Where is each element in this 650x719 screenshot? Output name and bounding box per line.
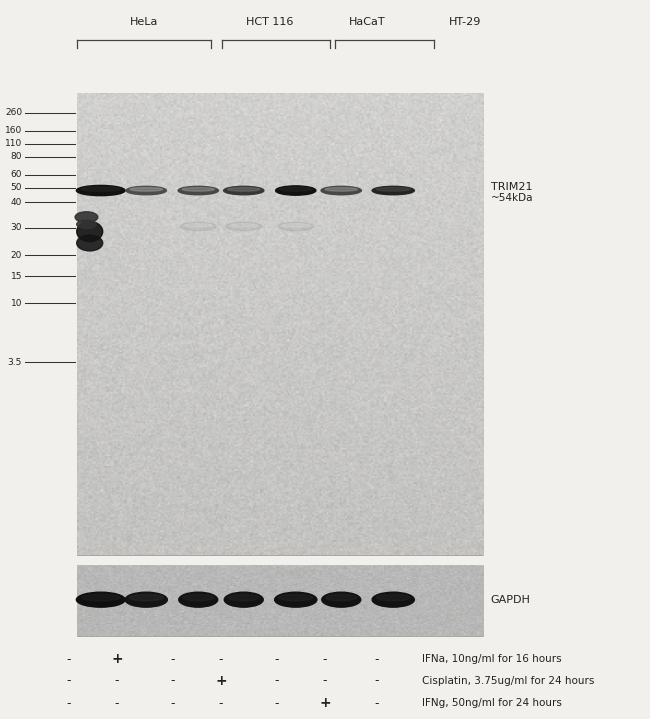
Text: HeLa: HeLa [130, 17, 159, 27]
Ellipse shape [274, 592, 317, 607]
Text: -: - [274, 653, 278, 666]
Text: -: - [170, 697, 174, 710]
Ellipse shape [224, 592, 263, 607]
Ellipse shape [326, 595, 357, 601]
Text: 30: 30 [10, 224, 22, 232]
Text: 15: 15 [10, 272, 22, 280]
Ellipse shape [182, 188, 215, 191]
Text: -: - [323, 653, 327, 666]
Ellipse shape [183, 595, 214, 601]
Text: -: - [115, 674, 119, 687]
Text: +: + [111, 652, 123, 667]
Text: HCT 116: HCT 116 [246, 17, 293, 27]
Text: GAPDH: GAPDH [491, 595, 530, 605]
Text: -: - [66, 674, 70, 687]
Text: 10: 10 [10, 299, 22, 308]
Text: IFNg, 50ng/ml for 24 hours: IFNg, 50ng/ml for 24 hours [422, 698, 562, 708]
Ellipse shape [224, 186, 264, 195]
Text: 60: 60 [10, 170, 22, 179]
Text: Cisplatin, 3.75ug/ml for 24 hours: Cisplatin, 3.75ug/ml for 24 hours [422, 676, 595, 686]
Text: -: - [274, 697, 278, 710]
Bar [77, 93, 483, 555]
Ellipse shape [184, 224, 213, 227]
Ellipse shape [321, 186, 361, 195]
Text: -: - [170, 674, 174, 687]
Ellipse shape [77, 235, 103, 251]
Ellipse shape [276, 186, 316, 195]
Text: -: - [375, 653, 379, 666]
Ellipse shape [81, 187, 120, 191]
Ellipse shape [77, 221, 103, 242]
Ellipse shape [130, 188, 162, 191]
Ellipse shape [281, 224, 310, 227]
Ellipse shape [325, 188, 358, 191]
Text: 3.5: 3.5 [8, 358, 22, 367]
Text: 80: 80 [10, 152, 22, 161]
Text: HT-29: HT-29 [448, 17, 481, 27]
Text: -: - [115, 697, 119, 710]
Text: -: - [375, 697, 379, 710]
Ellipse shape [228, 595, 259, 601]
Ellipse shape [81, 595, 120, 601]
Text: 40: 40 [10, 198, 22, 206]
Ellipse shape [372, 592, 415, 607]
Ellipse shape [372, 186, 415, 195]
Text: 110: 110 [5, 139, 22, 148]
Text: -: - [66, 653, 70, 666]
Text: -: - [219, 697, 223, 710]
Text: -: - [66, 697, 70, 710]
Text: 50: 50 [10, 183, 22, 192]
Text: -: - [274, 674, 278, 687]
Ellipse shape [126, 186, 166, 195]
Ellipse shape [226, 222, 261, 231]
Ellipse shape [376, 188, 410, 191]
Ellipse shape [322, 592, 361, 607]
Ellipse shape [77, 186, 125, 196]
Text: +: + [319, 696, 331, 710]
Text: 260: 260 [5, 109, 22, 117]
Bar [77, 566, 483, 636]
Ellipse shape [278, 222, 313, 231]
Text: ~54kDa: ~54kDa [491, 193, 533, 203]
Ellipse shape [181, 222, 216, 231]
Ellipse shape [227, 188, 260, 191]
Text: 20: 20 [10, 251, 22, 260]
Ellipse shape [178, 186, 218, 195]
Text: -: - [170, 653, 174, 666]
Text: -: - [323, 674, 327, 687]
Ellipse shape [125, 592, 168, 607]
Ellipse shape [279, 595, 313, 601]
Text: 160: 160 [5, 127, 22, 135]
Ellipse shape [280, 187, 312, 191]
Text: TRIM21: TRIM21 [491, 182, 532, 192]
Ellipse shape [75, 212, 98, 223]
Ellipse shape [129, 595, 163, 601]
Text: IFNa, 10ng/ml for 16 hours: IFNa, 10ng/ml for 16 hours [422, 654, 562, 664]
Ellipse shape [229, 224, 258, 227]
Text: +: + [215, 674, 227, 688]
Ellipse shape [376, 595, 410, 601]
Text: -: - [219, 653, 223, 666]
Ellipse shape [77, 220, 96, 229]
Ellipse shape [179, 592, 218, 607]
Text: -: - [375, 674, 379, 687]
Text: HaCaT: HaCaT [349, 17, 385, 27]
Ellipse shape [77, 592, 125, 607]
